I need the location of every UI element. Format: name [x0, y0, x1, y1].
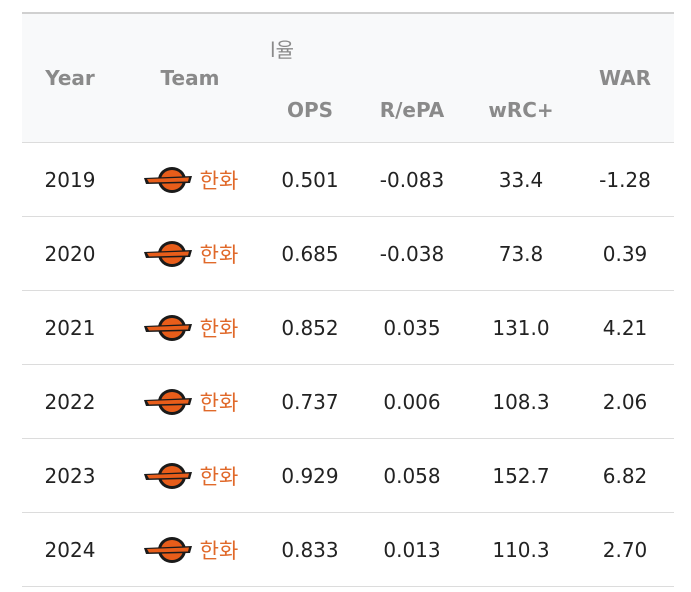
repa-cell: -0.083 — [379, 167, 445, 192]
wrc-cell: 131.0 — [492, 315, 550, 340]
ops-cell: 0.852 — [281, 315, 339, 340]
table-body: 2019 한화 0.501 -0.083 33.4 -1.28 2020 한화 0.685 -0.… — [22, 143, 674, 587]
repa-cell: 0.006 — [383, 389, 441, 414]
war-cell: 0.39 — [602, 241, 648, 266]
team-name: 한화 — [199, 168, 239, 193]
team-logo — [143, 536, 192, 563]
team-logo — [143, 240, 192, 267]
team-name: 한화 — [199, 538, 239, 563]
table-row: 2023 한화 0.929 0.058 152.7 6.82 — [22, 439, 674, 513]
team-logo — [143, 314, 192, 341]
year-cell: 2021 — [44, 315, 96, 340]
header-wrc: wRC+ — [488, 98, 554, 122]
header-war: WAR — [598, 66, 652, 90]
header-repa: R/ePA — [379, 98, 445, 122]
year-cell: 2024 — [44, 537, 96, 562]
team-logo — [143, 388, 192, 415]
team-cell: 한화 — [118, 535, 262, 565]
year-cell: 2019 — [44, 167, 96, 192]
ops-cell: 0.833 — [281, 537, 339, 562]
repa-cell: -0.038 — [379, 241, 445, 266]
ops-cell: 0.685 — [281, 241, 339, 266]
wrc-cell: 110.3 — [492, 537, 550, 562]
table-row: 2019 한화 0.501 -0.083 33.4 -1.28 — [22, 143, 674, 217]
war-cell: 2.06 — [602, 389, 648, 414]
year-cell: 2022 — [44, 389, 96, 414]
table-header: Year Team l율 OPS R/ePA wRC+ WAR — [22, 14, 674, 143]
repa-cell: 0.013 — [383, 537, 441, 562]
stats-table: Year Team l율 OPS R/ePA wRC+ WAR 2019 한화 0.… — [22, 12, 674, 587]
team-cell: 한화 — [118, 239, 262, 269]
table-row: 2021 한화 0.852 0.035 131.0 4.21 — [22, 291, 674, 365]
team-name: 한화 — [199, 316, 239, 341]
war-cell: 4.21 — [602, 315, 648, 340]
wrc-cell: 152.7 — [492, 463, 550, 488]
war-cell: -1.28 — [599, 167, 651, 192]
table-row: 2020 한화 0.685 -0.038 73.8 0.39 — [22, 217, 674, 291]
team-logo — [143, 166, 192, 193]
team-cell: 한화 — [118, 165, 262, 195]
header-ops: OPS — [286, 98, 334, 122]
team-name: 한화 — [199, 390, 239, 415]
year-cell: 2020 — [44, 241, 96, 266]
header-team: Team — [160, 66, 220, 90]
team-cell: 한화 — [118, 313, 262, 343]
ops-cell: 0.929 — [281, 463, 339, 488]
table-row: 2024 한화 0.833 0.013 110.3 2.70 — [22, 513, 674, 587]
table-row: 2022 한화 0.737 0.006 108.3 2.06 — [22, 365, 674, 439]
wrc-cell: 73.8 — [498, 241, 544, 266]
team-logo — [143, 462, 192, 489]
war-cell: 2.70 — [602, 537, 648, 562]
ops-cell: 0.501 — [281, 167, 339, 192]
wrc-cell: 33.4 — [498, 167, 544, 192]
team-cell: 한화 — [118, 461, 262, 491]
year-cell: 2023 — [44, 463, 96, 488]
ops-cell: 0.737 — [281, 389, 339, 414]
header-group: l율 — [270, 38, 294, 62]
repa-cell: 0.058 — [383, 463, 441, 488]
team-name: 한화 — [199, 242, 239, 267]
header-year: Year — [45, 66, 95, 90]
wrc-cell: 108.3 — [492, 389, 550, 414]
team-cell: 한화 — [118, 387, 262, 417]
war-cell: 6.82 — [602, 463, 648, 488]
team-name: 한화 — [199, 464, 239, 489]
repa-cell: 0.035 — [383, 315, 441, 340]
